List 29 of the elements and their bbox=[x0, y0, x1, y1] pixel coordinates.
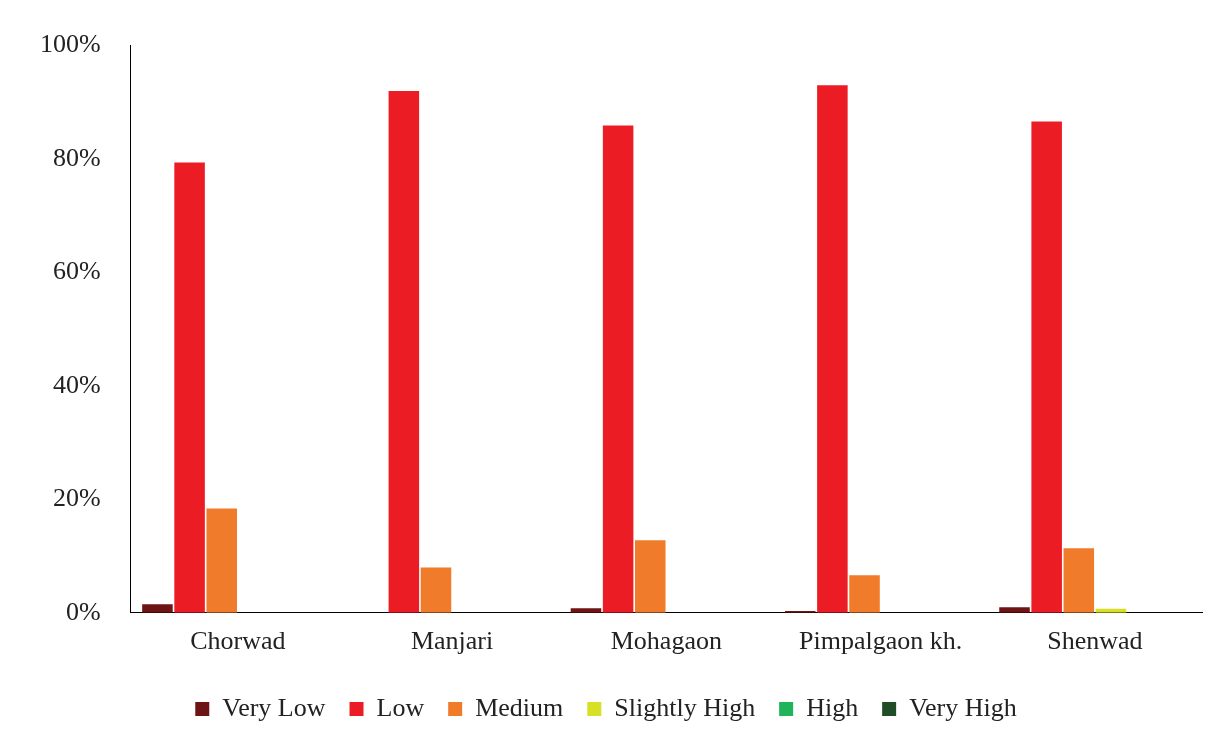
bar bbox=[1031, 121, 1062, 613]
bar bbox=[420, 567, 452, 613]
y-tick-label: 20% bbox=[52, 483, 101, 513]
bar bbox=[999, 607, 1030, 613]
bar bbox=[142, 604, 173, 613]
legend-label: Slightly High bbox=[614, 692, 756, 722]
x-tick-label: Shenwad bbox=[1047, 626, 1143, 656]
bar bbox=[174, 162, 205, 613]
legend-label: Very Low bbox=[222, 692, 326, 722]
x-tick-label: Mohagaon bbox=[610, 626, 722, 656]
y-tick-label: 100% bbox=[39, 29, 101, 59]
x-tick-label: Pimpalgaon kh. bbox=[798, 626, 963, 656]
bar bbox=[388, 90, 420, 613]
legend-label: Medium bbox=[475, 692, 564, 722]
y-tick-label: 60% bbox=[52, 256, 101, 286]
bar bbox=[817, 85, 848, 613]
y-tick-label: 40% bbox=[52, 369, 101, 399]
legend-label: Low bbox=[376, 692, 425, 722]
y-tick-label: 0% bbox=[65, 596, 101, 626]
y-tick-label: 80% bbox=[52, 142, 101, 172]
bar bbox=[1063, 548, 1095, 613]
bar bbox=[849, 575, 880, 613]
legend-label: High bbox=[806, 692, 859, 722]
bar bbox=[602, 125, 634, 613]
legend-label: Very High bbox=[909, 692, 1017, 722]
bar bbox=[634, 540, 666, 613]
bar bbox=[206, 508, 237, 613]
x-tick-label: Chorwad bbox=[190, 626, 286, 656]
x-tick-label: Manjari bbox=[410, 626, 494, 656]
